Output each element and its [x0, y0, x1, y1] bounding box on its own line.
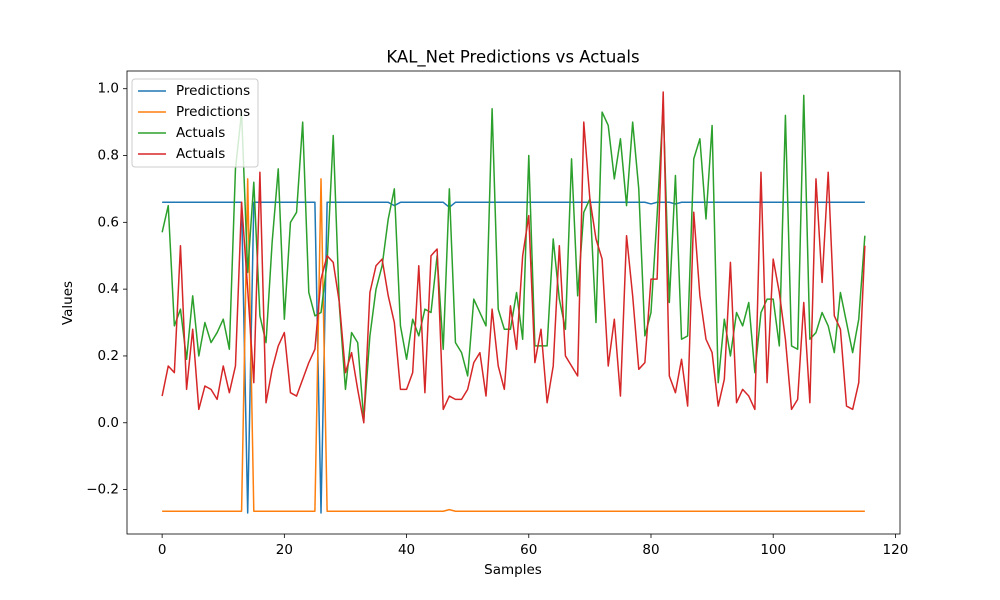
series-line: [161, 94, 866, 421]
x-tick-label: 60: [520, 542, 537, 558]
x-tick-label: 40: [398, 542, 415, 558]
legend-label: Predictions: [176, 104, 250, 120]
x-tick-label: 0: [158, 542, 167, 558]
series-line: [161, 91, 866, 424]
x-tick-label: 80: [642, 542, 659, 558]
y-tick-label: 0.4: [98, 281, 119, 297]
legend: Predictions Predictions Actuals Actuals: [131, 78, 259, 168]
y-tick-label: 0.0: [98, 415, 119, 431]
y-tick-label: 0.6: [98, 214, 119, 230]
plot-frame: [126, 70, 901, 535]
chart-title: KAL_Net Predictions vs Actuals: [386, 48, 639, 68]
legend-label: Predictions: [176, 83, 250, 99]
y-tick-label: −0.2: [86, 482, 119, 498]
y-axis-label: Values: [60, 281, 76, 325]
y-tick-label: 0.8: [98, 148, 119, 164]
y-tick-label: 1.0: [98, 81, 119, 97]
x-tick-label: 120: [883, 542, 909, 558]
x-tick-label: 100: [760, 542, 786, 558]
legend-box: [131, 78, 259, 168]
y-tick-label: 0.2: [98, 348, 119, 364]
legend-label: Actuals: [176, 125, 225, 141]
x-axis-label: Samples: [484, 562, 542, 578]
series-line: [162, 178, 865, 513]
x-tick-label: 20: [276, 542, 293, 558]
legend-label: Actuals: [176, 146, 225, 162]
